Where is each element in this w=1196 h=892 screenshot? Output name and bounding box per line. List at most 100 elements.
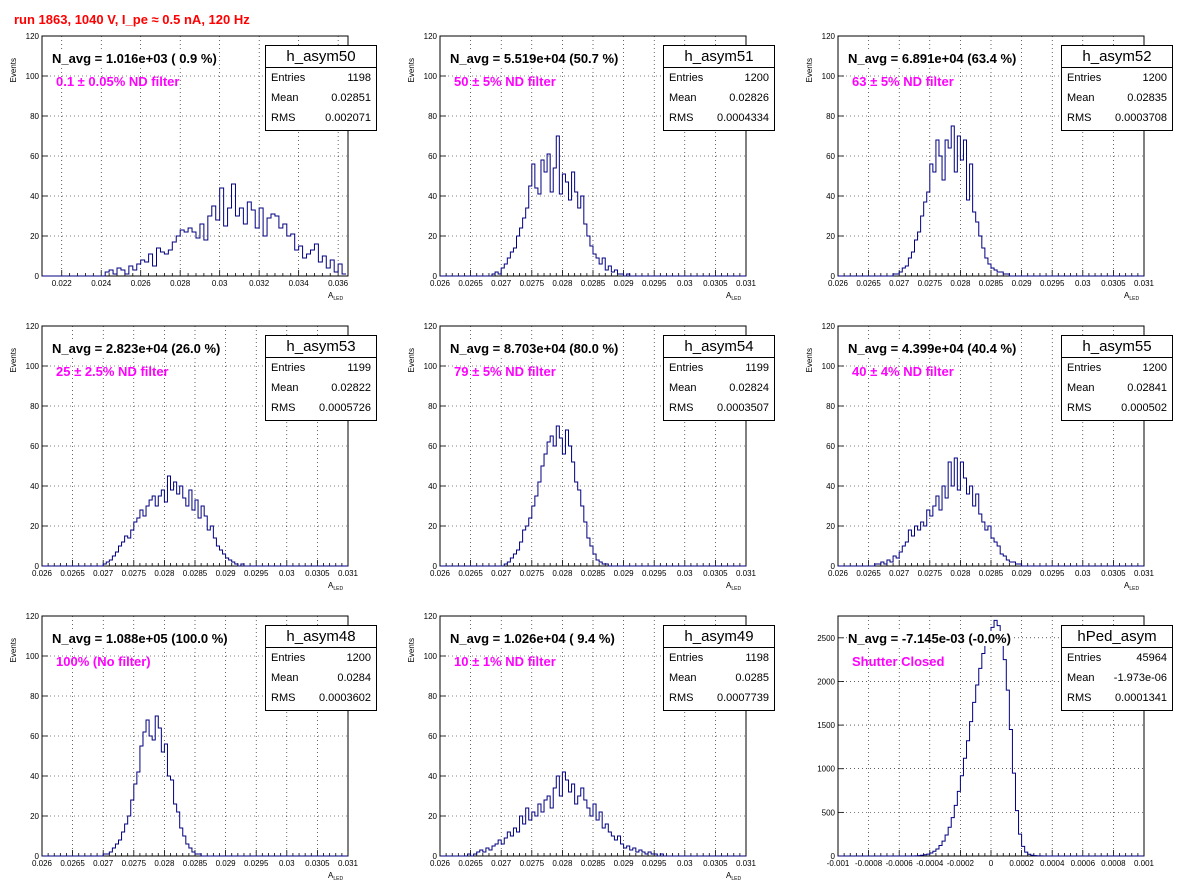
y-tick-label: 80 [428,402,437,411]
x-tick-label: 0.026 [430,859,451,868]
stats-entries-label: Entries [271,362,306,374]
y-axis-label: Events [9,348,18,372]
x-tick-label: -0.001 [827,859,850,868]
stats-rms-label: RMS [1067,112,1092,124]
stats-entries-value: 1199 [745,362,769,374]
y-axis-label: Events [407,348,416,372]
stats-mean-label: Mean [271,382,299,394]
x-tick-label: 0.027 [889,279,910,288]
x-tick-label: -0.0002 [947,859,975,868]
navg-label: N_avg = 5.519e+04 (50.7 %) [450,51,619,66]
x-tick-label: 0.032 [249,279,270,288]
y-tick-label: 500 [822,808,836,817]
navg-label: N_avg = 8.703e+04 (80.0 %) [450,341,619,356]
x-tick-label: 0.027 [889,569,910,578]
y-axis-label: Events [9,58,18,82]
navg-label: N_avg = 1.026e+04 ( 9.4 %) [450,631,615,646]
histogram-series [42,183,347,277]
filter-annotation: Shutter Closed [852,654,945,669]
y-tick-label: 60 [30,442,39,451]
x-tick-label: 0.029 [216,859,237,868]
y-tick-label: 40 [30,772,39,781]
x-tick-label: 0.036 [328,279,349,288]
y-tick-label: 2500 [817,634,835,643]
y-axis-label: Events [805,348,814,372]
navg-label: N_avg = -7.145e-03 (-0.0%) [848,631,1011,646]
x-tick-label: 0.0285 [183,859,208,868]
stats-row-entries: Entries 1200 [266,648,376,668]
x-tick-label: 0.028 [552,859,573,868]
y-tick-label: 80 [826,402,835,411]
y-axis-label: Events [9,638,18,662]
navg-label: N_avg = 1.088e+05 (100.0 %) [52,631,228,646]
y-tick-label: 120 [26,612,40,621]
stats-entries-label: Entries [1067,652,1102,664]
histogram-panel-h_asym55: 0.026 0.0265 0.027 0.0275 0.028 0.0285 0.029 0.… [796,312,1194,602]
filter-annotation: 25 ± 2.5% ND filter [56,364,169,379]
y-tick-label: 1500 [817,721,835,730]
x-tick-label: 0.0295 [244,569,269,578]
histogram-panel-h_asym49: 0.026 0.0265 0.027 0.0275 0.028 0.0285 0.029 0.… [398,602,796,892]
y-tick-label: 0 [433,852,438,861]
y-tick-label: 60 [428,732,437,741]
histogram-panel-h_asym51: 0.026 0.0265 0.027 0.0275 0.028 0.0285 0.029 0.… [398,22,796,312]
y-tick-label: 100 [822,362,836,371]
x-tick-label: 0.0295 [642,569,667,578]
x-tick-label: 0.026 [828,569,849,578]
y-tick-label: 0 [35,562,40,571]
stats-row-mean: Mean 0.02826 [664,88,774,108]
x-tick-label: 0.0295 [244,859,269,868]
x-tick-label: 0.0265 [856,569,881,578]
navg-label: N_avg = 1.016e+03 ( 0.9 %) [52,51,217,66]
y-tick-label: 2000 [817,677,835,686]
stats-row-mean: Mean 0.02824 [664,378,774,398]
stats-entries-label: Entries [669,652,704,664]
stats-histogram-name: h_asym50 [266,46,376,68]
stats-mean-label: Mean [669,672,697,684]
x-tick-label: 0.0275 [520,859,545,868]
navg-label: N_avg = 6.891e+04 (63.4 %) [848,51,1017,66]
stats-mean-value: 0.02835 [1127,92,1167,104]
x-tick-label: 0.0295 [642,279,667,288]
x-tick-label: 0.031 [736,279,757,288]
y-axis-label: Events [407,58,416,82]
histogram-series [838,457,1144,567]
x-axis-label: ALED [726,581,741,592]
y-tick-label: 1000 [817,765,835,774]
stats-row-rms: RMS 0.0004334 [664,108,774,128]
filter-annotation: 50 ± 5% ND filter [454,74,556,89]
x-tick-label: 0.029 [614,279,635,288]
stats-box: h_asym53 Entries 1199 Mean 0.02822 RMS 0.00057… [265,335,377,421]
x-tick-label: 0 [989,859,994,868]
y-tick-label: 100 [424,72,438,81]
histogram-panel-h_asym52: 0.026 0.0265 0.027 0.0275 0.028 0.0285 0.029 0.… [796,22,1194,312]
stats-entries-label: Entries [271,652,306,664]
y-tick-label: 80 [30,402,39,411]
x-tick-label: 0.026 [32,859,53,868]
y-tick-label: 100 [424,362,438,371]
y-tick-label: 20 [30,232,39,241]
x-axis-label: ALED [328,291,343,302]
stats-rms-label: RMS [669,112,694,124]
stats-mean-value: 0.02826 [729,92,769,104]
y-tick-label: 20 [30,522,39,531]
stats-row-mean: Mean 0.0284 [266,668,376,688]
stats-histogram-name: h_asym52 [1062,46,1172,68]
stats-row-rms: RMS 0.0005726 [266,398,376,418]
filter-annotation: 63 ± 5% ND filter [852,74,954,89]
stats-row-rms: RMS 0.0003507 [664,398,774,418]
stats-row-entries: Entries 1198 [664,648,774,668]
y-tick-label: 120 [424,322,438,331]
x-axis-label-subscript: LED [333,296,343,302]
histogram-series [440,135,746,277]
y-tick-label: 100 [26,652,40,661]
stats-row-rms: RMS 0.0007739 [664,688,774,708]
stats-entries-label: Entries [669,362,704,374]
stats-box: hPed_asym Entries 45964 Mean -1.973e-06 RMS 0.… [1061,625,1173,711]
y-tick-label: 80 [826,112,835,121]
stats-rms-label: RMS [669,692,694,704]
stats-row-rms: RMS 0.0001341 [1062,688,1172,708]
histogram-series [440,771,746,857]
y-tick-label: 60 [826,442,835,451]
x-tick-label: 0.026 [828,279,849,288]
